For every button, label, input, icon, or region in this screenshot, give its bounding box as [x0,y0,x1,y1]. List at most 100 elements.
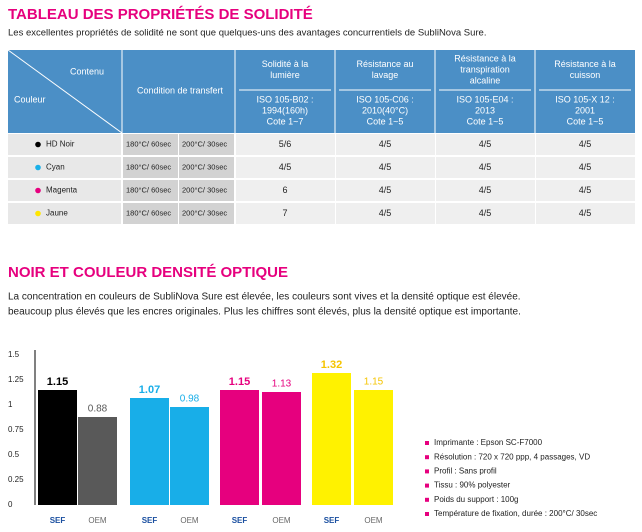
column-standard: ISO 105-C06 : [356,94,414,104]
color-cell [8,180,121,201]
color-cell [8,157,121,178]
note: Poids du support : 100g [434,495,519,504]
value-label: 0.98 [180,394,200,405]
value-cell [536,157,635,178]
condition-cell [179,180,234,201]
column-standard: Cote 1~5 [567,116,604,126]
value: 4/5 [479,185,492,195]
column-title: cuisson [570,70,601,80]
value-cell [236,180,335,201]
x-tick-label: SEF [142,516,158,525]
column-standard: 1994(160h) [262,105,308,115]
column-title: transpiration [460,64,510,74]
condition: 200°C/ 30sec [182,208,227,217]
value: 4/5 [579,185,592,195]
value-cell [536,180,635,201]
bar [262,392,301,505]
x-tick-label: SEF [232,516,248,525]
value-label: 0.88 [88,404,108,415]
value: 4/5 [379,208,392,218]
condition-cell [123,134,178,155]
note: Résolution : 720 x 720 ppp, 4 passages, … [434,452,590,461]
column-title: Solidité à la [262,59,309,69]
color-dot [35,210,41,217]
corner-top: Contenu [70,66,104,76]
value: 4/5 [579,139,592,149]
column-standard: ISO 105-B02 : [256,94,313,104]
value: 4/5 [579,162,592,172]
column-standard: Cote 1~5 [367,116,404,126]
condition: 180°C/ 60sec [126,185,171,194]
value: 4/5 [379,185,392,195]
value-label: 1.13 [272,379,292,390]
value-cell [236,157,335,178]
column-title: Résistance à la [554,59,616,69]
y-tick-label: 0.5 [8,450,20,459]
x-tick-label: SEF [324,516,340,525]
value-cell [436,203,535,224]
bullet [425,512,429,516]
condition-cell [179,157,234,178]
condition-cell [179,203,234,224]
bullet [425,483,429,488]
value-cell [336,203,435,224]
note: Tissu : 90% polyester [434,481,511,490]
color-name: HD Noir [46,140,75,149]
corner-diagonal [7,49,123,134]
corner-bottom: Couleur [14,94,46,104]
y-tick-label: 0.25 [8,475,24,484]
value-cell [236,203,335,224]
bar [170,407,209,505]
column-title: lumière [270,70,300,80]
color-cell [8,203,121,224]
bar [38,390,77,505]
bullet [425,497,429,502]
value: 4/5 [479,139,492,149]
value-cell [336,157,435,178]
color-name: Magenta [46,186,78,195]
condition-cell [123,180,178,201]
column-standard: 2013 [475,105,495,115]
value: 4/5 [479,162,492,172]
column-title: Résistance au [356,59,413,69]
column-standard: 2001 [575,105,595,115]
title: TABLEAU DES PROPRIÉTÉS DE SOLIDITÉ [8,6,313,23]
value-cell [536,203,635,224]
value: 4/5 [479,208,492,218]
section-text: La concentration en couleurs de SubliNov… [8,292,521,303]
value: 5/6 [279,139,292,149]
value-cell [436,134,535,155]
column-title: alcaline [470,75,501,85]
condition-cell [123,203,178,224]
condition-header: Condition de transfert [137,85,224,95]
value-label: 1.15 [229,376,250,388]
x-tick-label: OEM [272,516,291,525]
value-label: 1.07 [139,384,160,396]
value-cell [236,134,335,155]
value: 6 [282,185,287,195]
bullet [425,455,429,460]
value-label: 1.15 [47,376,68,388]
x-tick-label: OEM [364,516,383,525]
column-standard: ISO 105-X 12 : [555,94,615,104]
value: 7 [282,208,287,218]
bar [354,390,393,505]
color-name: Cyan [46,163,65,172]
y-tick-label: 1.25 [8,375,24,384]
bullet [425,441,429,445]
condition: 180°C/ 60sec [126,139,171,148]
value-cell [436,157,535,178]
value-cell [436,180,535,201]
note: Profil : Sans profil [434,467,497,476]
y-tick-label: 1.5 [8,350,20,359]
y-tick-label: 0.75 [8,425,24,434]
condition-cell [179,134,234,155]
value-label: 1.32 [321,359,342,371]
color-dot [35,187,41,194]
condition-cell [123,157,178,178]
value: 4/5 [379,162,392,172]
column-standard: Cote 1~7 [267,116,304,126]
value: 4/5 [279,162,292,172]
bar [220,390,259,505]
